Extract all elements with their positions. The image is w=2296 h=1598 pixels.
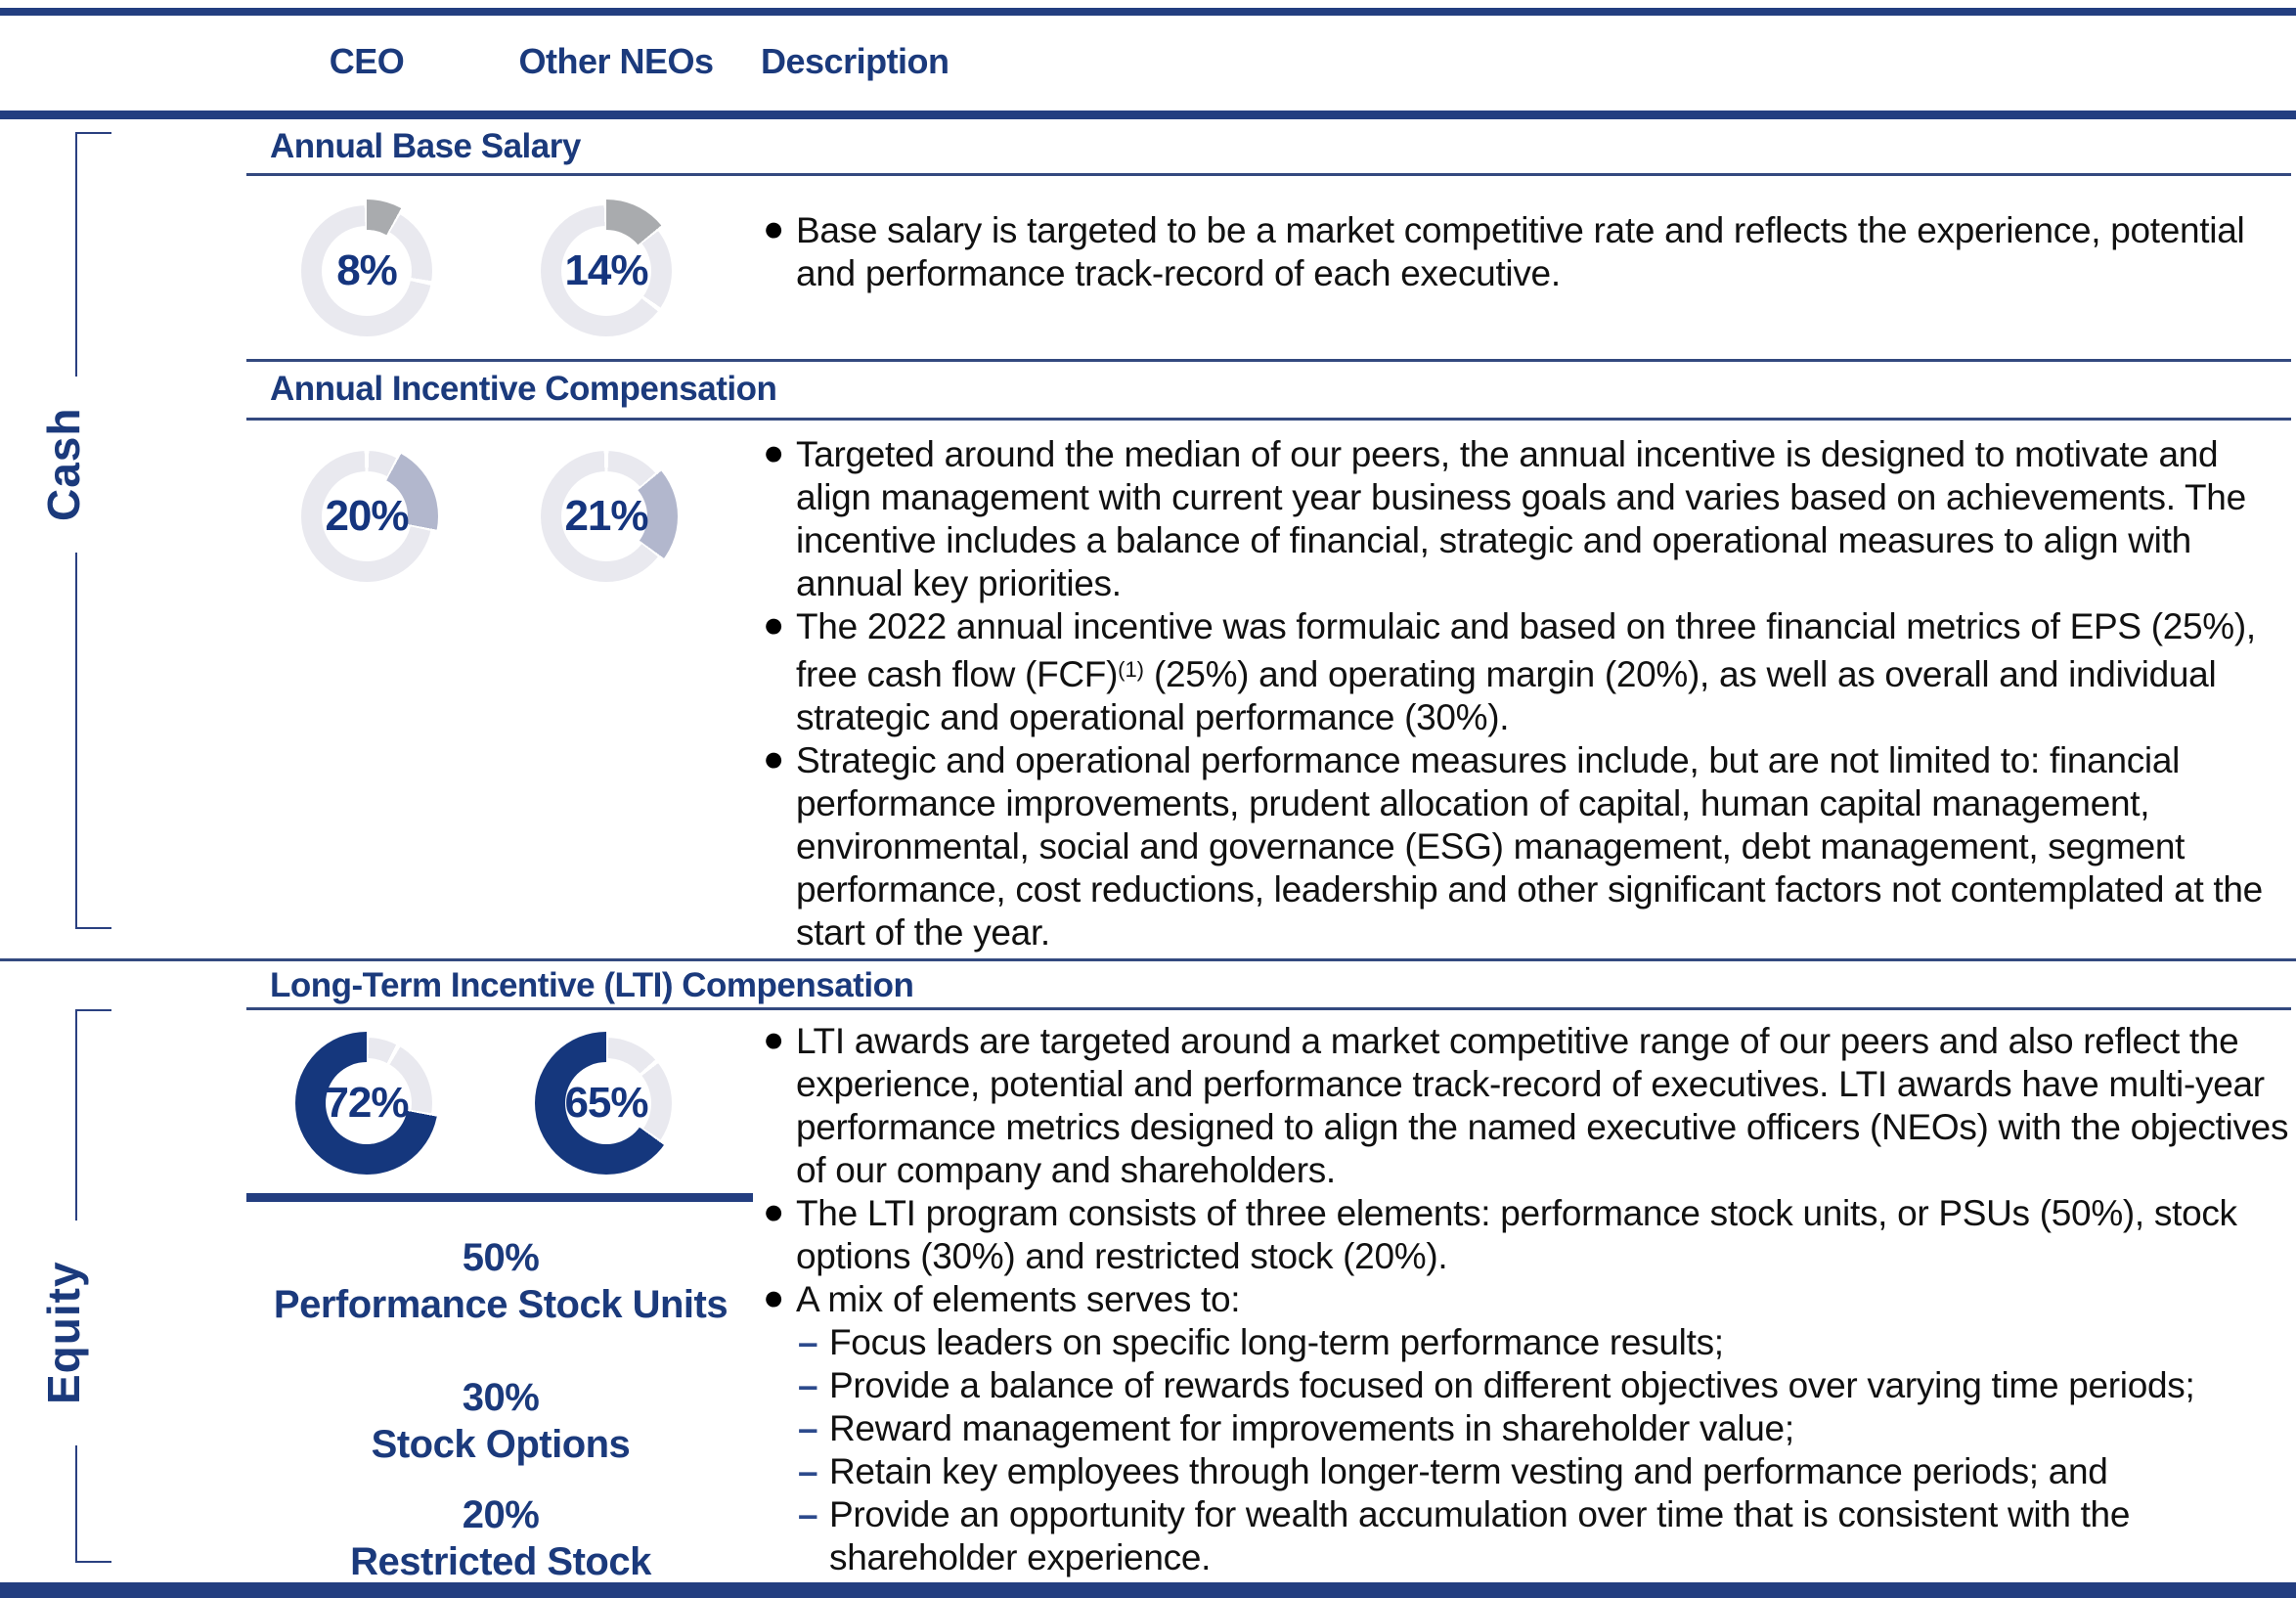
- lti-mix-options-label: Stock Options: [371, 1423, 631, 1466]
- lti-mix-psu-label: Performance Stock Units: [273, 1283, 729, 1326]
- bullet-dot: ●: [763, 1191, 785, 1231]
- sub-bullet-item: – Focus leaders on specific long-term per…: [798, 1322, 1724, 1362]
- donut-value-label: 21%: [564, 492, 648, 540]
- section-title-lti: Long-Term Incentive (LTI) Compensation: [270, 966, 914, 1004]
- lti-mix-restricted-pct: 20%: [462, 1493, 540, 1536]
- column-header-other-neos: Other NEOs: [518, 41, 714, 81]
- sub-bullet-dash: –: [798, 1408, 818, 1448]
- lti-mix-divider-line: [246, 1193, 753, 1202]
- sub-bullet-item: – Provide an opportunity for wealth accum…: [798, 1494, 2131, 1577]
- description-lti: ● LTI awards are targeted around a market…: [761, 1019, 2292, 1579]
- rule-under-base-salary: [246, 173, 2291, 176]
- equity-bracket-top-tick: [75, 1009, 111, 1011]
- sub-bullet-dash: –: [798, 1365, 818, 1405]
- donut-base-salary-ceo: 8%: [295, 200, 438, 342]
- donut-base-salary-neo: 14%: [535, 200, 678, 342]
- bottom-border-bar: [0, 1582, 2296, 1598]
- column-header-ceo: CEO: [329, 41, 405, 81]
- rule-under-lti: [246, 1007, 2291, 1010]
- rule-cash-equity-separator: [0, 958, 2296, 961]
- description-annual-incentive: ● Targeted around the median of our peers…: [761, 432, 2292, 954]
- bullet-dot: ●: [763, 1019, 785, 1059]
- row-group-label-cash: Cash: [29, 377, 98, 553]
- sub-bullet-dash: –: [798, 1322, 818, 1362]
- lti-mix-psu: 50% Performance Stock Units: [246, 1234, 755, 1328]
- lti-mix-options-pct: 30%: [462, 1376, 540, 1419]
- sub-bullet-dash: –: [798, 1451, 818, 1491]
- donut-value-label: 8%: [336, 246, 398, 294]
- bullet-dot: ●: [763, 738, 785, 778]
- footnote-superscript: (1): [1118, 657, 1145, 682]
- row-group-label-equity: Equity: [29, 1221, 98, 1445]
- rule-under-annual-incentive: [246, 418, 2291, 421]
- cash-bracket-top-tick: [75, 132, 111, 134]
- rule-above-annual-incentive: [246, 359, 2291, 362]
- donut-annual-incentive-neo: 21%: [535, 445, 678, 588]
- top-border-bar: [0, 8, 2296, 16]
- donut-lti-neo: 65%: [535, 1032, 678, 1175]
- bullet-dot: ●: [763, 432, 785, 472]
- donut-value-label: 14%: [564, 246, 648, 294]
- lti-mix-options: 30% Stock Options: [246, 1374, 755, 1468]
- bullet-item: ● Targeted around the median of our peers…: [763, 432, 2246, 603]
- bullet-item: ● Strategic and operational performance m…: [763, 738, 2263, 953]
- bullet-item: ● Base salary is targeted to be a market …: [763, 208, 2245, 293]
- bullet-dot: ●: [763, 208, 785, 248]
- sub-bullet-item: – Retain key employees through longer-ter…: [798, 1451, 2108, 1491]
- header-divider-bar: [0, 111, 2296, 119]
- bullet-item: ● LTI awards are targeted around a market…: [763, 1019, 2289, 1190]
- bullet-item: ● A mix of elements serves to:: [763, 1277, 1241, 1319]
- sub-bullet-item: – Provide a balance of rewards focused on…: [798, 1365, 2195, 1405]
- section-title-annual-base-salary: Annual Base Salary: [270, 127, 581, 165]
- bullet-item: ● The 2022 annual incentive was formulaic…: [763, 604, 2256, 737]
- cash-bracket-bottom-tick: [75, 927, 111, 929]
- donut-value-label: 65%: [564, 1079, 648, 1127]
- lti-mix-restricted: 20% Restricted Stock: [246, 1491, 755, 1585]
- description-base-salary: ● Base salary is targeted to be a market …: [761, 208, 2292, 295]
- bullet-dot: ●: [763, 604, 785, 644]
- donut-value-label: 72%: [325, 1079, 409, 1127]
- bullet-item: ● The LTI program consists of three eleme…: [763, 1191, 2237, 1276]
- donut-value-label: 20%: [325, 492, 409, 540]
- lti-mix-psu-pct: 50%: [462, 1236, 540, 1279]
- donut-lti-ceo: 72%: [295, 1032, 438, 1175]
- lti-mix-restricted-label: Restricted Stock: [350, 1540, 651, 1583]
- equity-bracket-bottom-tick: [75, 1561, 111, 1563]
- column-header-description: Description: [761, 41, 949, 81]
- sub-bullet-dash: –: [798, 1494, 818, 1534]
- section-title-annual-incentive: Annual Incentive Compensation: [270, 370, 777, 408]
- bullet-dot: ●: [763, 1277, 785, 1317]
- donut-annual-incentive-ceo: 20%: [295, 445, 438, 588]
- sub-bullet-item: – Reward management for improvements in s…: [798, 1408, 1794, 1448]
